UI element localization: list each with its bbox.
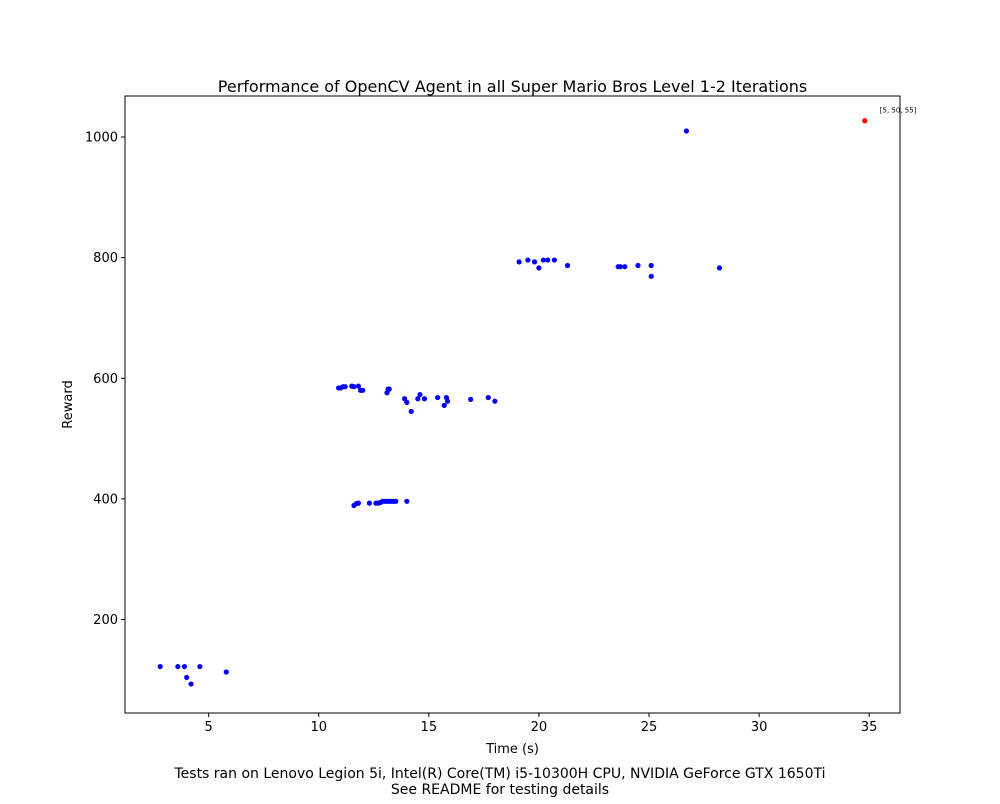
data-point	[551, 257, 557, 263]
data-point	[175, 663, 181, 670]
data-point	[635, 262, 641, 269]
data-point	[545, 257, 551, 263]
data-point	[184, 674, 190, 681]
data-point	[492, 398, 498, 404]
plot-frame	[124, 95, 901, 714]
data-point	[157, 663, 163, 670]
data-point	[386, 386, 392, 392]
y-tick-label: 200	[93, 613, 118, 628]
y-tick-label: 800	[93, 251, 118, 266]
data-point	[408, 408, 414, 415]
data-point	[516, 259, 522, 265]
data-point	[648, 273, 654, 279]
data-point	[342, 384, 348, 390]
data-point	[435, 394, 441, 401]
data-point	[441, 402, 447, 409]
x-tick-label: 5	[205, 720, 213, 735]
x-axis-label: Time (s)	[485, 742, 539, 757]
data-point	[415, 396, 421, 402]
data-point	[421, 396, 428, 402]
data-points	[157, 118, 868, 687]
x-tick-label: 20	[531, 720, 548, 735]
caption-readme: See README for testing details	[390, 782, 610, 798]
x-axis: 5 10 15 20 25 30 35	[205, 713, 878, 735]
data-point	[223, 669, 229, 675]
chart-title: Performance of OpenCV Agent in all Super…	[218, 77, 807, 96]
data-point	[468, 396, 474, 402]
data-point	[404, 399, 410, 405]
data-point	[355, 500, 361, 506]
annotations: [5, 50, 55]	[880, 107, 917, 115]
data-point	[355, 383, 361, 389]
data-point	[351, 384, 357, 390]
data-point	[531, 259, 538, 265]
data-point	[181, 663, 188, 670]
data-point	[360, 387, 366, 393]
data-point	[622, 264, 628, 270]
data-point	[536, 265, 542, 271]
caption-hardware: Tests ran on Lenovo Legion 5i, Intel(R) …	[174, 766, 826, 782]
point-annotation: [5, 50, 55]	[880, 107, 917, 115]
data-point	[485, 394, 491, 401]
x-tick-label: 15	[421, 720, 438, 735]
data-point	[393, 498, 399, 504]
data-point	[444, 398, 451, 404]
data-point	[404, 498, 410, 504]
data-point	[617, 264, 623, 270]
y-tick-label: 600	[93, 372, 118, 387]
data-point	[683, 128, 690, 134]
data-point	[540, 257, 546, 263]
x-tick-label: 25	[641, 720, 658, 735]
data-point	[648, 262, 654, 269]
x-tick-label: 35	[861, 720, 878, 735]
data-point	[366, 500, 372, 506]
data-point	[564, 262, 571, 269]
x-tick-label: 30	[751, 720, 768, 735]
y-axis: 200 400 600 800 1000	[85, 131, 125, 628]
data-point	[525, 257, 531, 263]
y-tick-label: 400	[93, 492, 118, 507]
y-tick-label: 1000	[85, 131, 118, 146]
data-point	[417, 391, 423, 398]
data-point	[197, 663, 203, 670]
x-tick-label: 10	[310, 720, 327, 735]
highlight-point	[862, 118, 868, 124]
data-point	[716, 265, 723, 271]
data-point	[188, 681, 194, 687]
y-axis-label: Reward	[61, 380, 76, 428]
